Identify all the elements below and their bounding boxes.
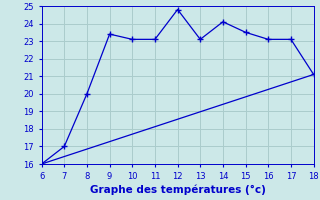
X-axis label: Graphe des températures (°c): Graphe des températures (°c)	[90, 185, 266, 195]
